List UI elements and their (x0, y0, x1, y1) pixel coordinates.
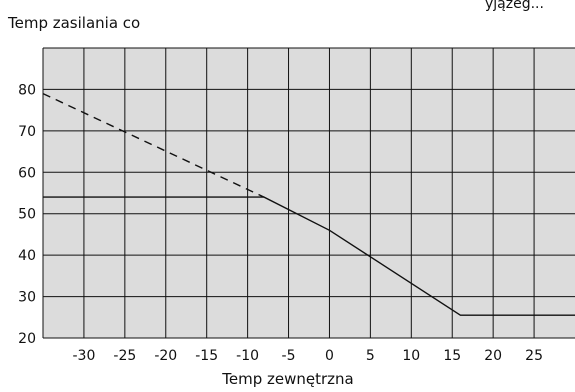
x-tick-label: 0 (325, 348, 334, 364)
y-tick-label: 50 (18, 207, 36, 223)
y-tick-label: 60 (18, 165, 36, 181)
x-tick-label: 20 (484, 348, 502, 364)
y-tick-label: 80 (18, 82, 36, 98)
y-tick-label: 30 (18, 290, 36, 306)
y-tick-label: 40 (18, 248, 36, 264)
x-tick-label: -25 (113, 348, 136, 364)
x-tick-label: -30 (72, 348, 95, 364)
y-tick-label: 70 (18, 124, 36, 140)
x-tick-labels: -30 -25 -20 -15 -10 -5 0 5 10 15 20 25 (72, 348, 543, 364)
y-tick-labels: 20 30 40 50 60 70 80 (18, 82, 36, 347)
x-axis-label: Temp zewnętrzna (221, 370, 353, 388)
plot-area (43, 48, 575, 338)
x-tick-label: -15 (195, 348, 218, 364)
x-tick-label: 25 (525, 348, 543, 364)
x-tick-label: 5 (366, 348, 375, 364)
top-text-fragment: yjązeg... (485, 0, 544, 12)
series-lines (42, 92, 575, 316)
x-tick-label: -5 (282, 348, 296, 364)
x-tick-label: -10 (236, 348, 259, 364)
x-tick-label: 15 (443, 348, 461, 364)
y-tick-label: 20 (18, 331, 36, 347)
dashed-extension-line (42, 92, 265, 198)
x-tick-label: -20 (154, 348, 177, 364)
heating-curve-line (43, 196, 575, 316)
grid-lines (43, 48, 575, 339)
x-tick-label: 10 (402, 348, 420, 364)
y-axis-label: Temp zasilania co (7, 14, 140, 32)
